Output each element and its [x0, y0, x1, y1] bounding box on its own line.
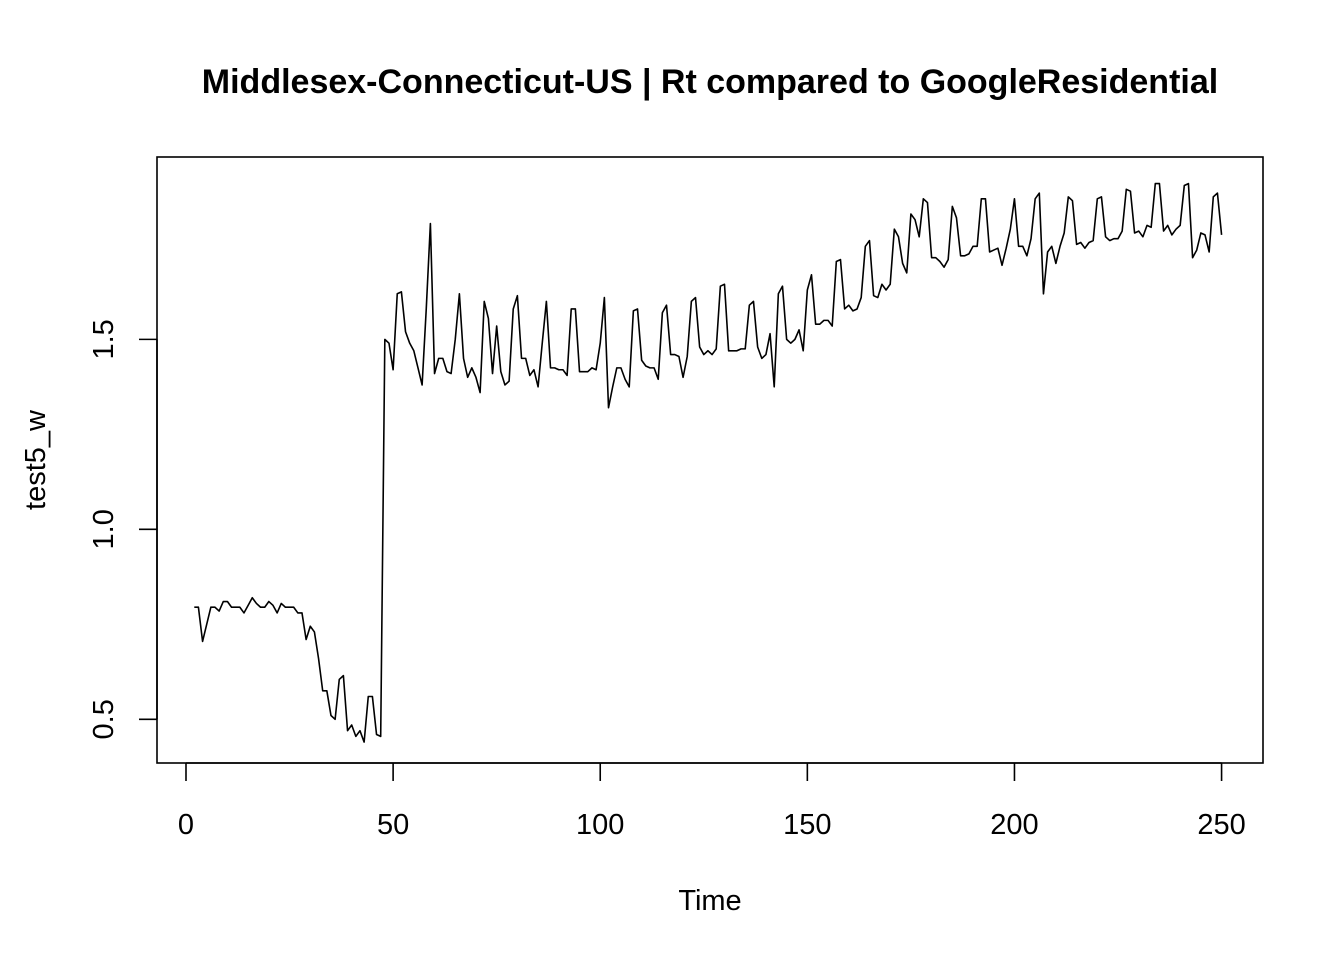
x-tick-label: 250 — [1197, 809, 1245, 841]
y-axis: 0.5 1.0 1.5 — [88, 319, 158, 739]
y-tick-label: 1.0 — [88, 509, 120, 549]
y-tick-label: 0.5 — [88, 699, 120, 739]
x-tick-label: 0 — [178, 809, 194, 841]
x-tick-label: 200 — [990, 809, 1038, 841]
x-tick-label: 150 — [783, 809, 831, 841]
x-tick-label: 50 — [377, 809, 409, 841]
series-group — [194, 182, 1223, 743]
y-tick-label: 1.5 — [88, 319, 120, 359]
y-axis-label: test5_w — [20, 409, 52, 510]
series-line — [194, 182, 1223, 743]
plot-frame — [156, 156, 1264, 764]
chart-title: Middlesex-Connecticut-US | Rt compared t… — [202, 63, 1218, 101]
x-axis: 0 50 100 150 200 250 — [178, 762, 1246, 841]
x-tick-label: 100 — [576, 809, 624, 841]
x-axis-label: Time — [678, 885, 741, 917]
